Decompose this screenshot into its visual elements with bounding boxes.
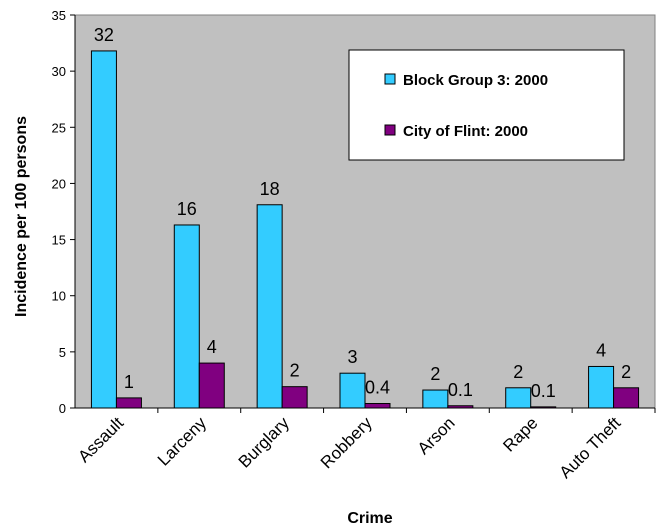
y-tick-label: 30 xyxy=(52,64,66,79)
y-tick-label: 5 xyxy=(59,345,66,360)
x-tick-label: Arson xyxy=(414,413,459,458)
axis-titles: Crime Incidence per 100 persons xyxy=(13,116,393,527)
bar-series-2 xyxy=(530,406,557,409)
bar-series-2 xyxy=(613,387,640,409)
bar-series-2 xyxy=(281,386,308,409)
legend-label: Block Group 3: 2000 xyxy=(403,72,548,89)
y-tick-label: 15 xyxy=(52,233,66,248)
legend-swatch xyxy=(384,73,396,85)
y-tick-label: 25 xyxy=(52,120,66,135)
data-label-series-1: 2 xyxy=(513,362,523,382)
data-label-series-2: 0.4 xyxy=(365,378,390,398)
data-label-series-1: 2 xyxy=(430,364,440,384)
y-axis-title: Incidence per 100 persons xyxy=(13,116,30,317)
data-label-series-1: 4 xyxy=(596,340,606,360)
bar-series-1 xyxy=(256,204,283,409)
x-tick-label: Burglary xyxy=(235,413,294,472)
bar-series-1 xyxy=(173,224,200,409)
legend-box xyxy=(348,49,625,161)
y-tick-label: 0 xyxy=(59,401,66,416)
data-label-series-1: 3 xyxy=(347,347,357,367)
x-tick-label: Robbery xyxy=(317,413,376,472)
x-tick-label: Rape xyxy=(499,413,541,455)
legend-swatch xyxy=(384,124,396,136)
data-label-series-1: 18 xyxy=(260,179,280,199)
data-label-series-1: 32 xyxy=(94,25,114,45)
data-label-series-1: 16 xyxy=(177,199,197,219)
bar-series-1 xyxy=(339,372,366,409)
data-label-series-2: 2 xyxy=(621,362,631,382)
bar-series-1 xyxy=(588,365,615,409)
bar-series-2 xyxy=(447,405,474,409)
y-tick-label: 20 xyxy=(52,176,66,191)
x-tick-label: Assault xyxy=(74,413,127,466)
x-tick-label: Larceny xyxy=(154,413,211,470)
x-tick-label: Auto Theft xyxy=(556,413,625,482)
bar-series-2 xyxy=(198,362,225,409)
x-axis-title: Crime xyxy=(347,510,392,527)
data-label-series-2: 0.1 xyxy=(531,381,556,401)
legend: Block Group 3: 2000 City of Flint: 2000 xyxy=(348,49,625,161)
legend-label: City of Flint: 2000 xyxy=(403,123,528,140)
bar-series-1 xyxy=(90,50,117,409)
data-label-series-2: 2 xyxy=(290,361,300,381)
data-label-series-2: 4 xyxy=(207,337,217,357)
data-label-series-2: 0.1 xyxy=(448,380,473,400)
y-tick-label: 10 xyxy=(52,289,66,304)
bar-series-2 xyxy=(115,397,142,409)
bar-series-1 xyxy=(505,387,532,409)
y-tick-label: 35 xyxy=(52,8,66,23)
bar-series-1 xyxy=(422,389,449,409)
bar-series-2 xyxy=(364,403,391,409)
data-label-series-2: 1 xyxy=(124,372,134,392)
